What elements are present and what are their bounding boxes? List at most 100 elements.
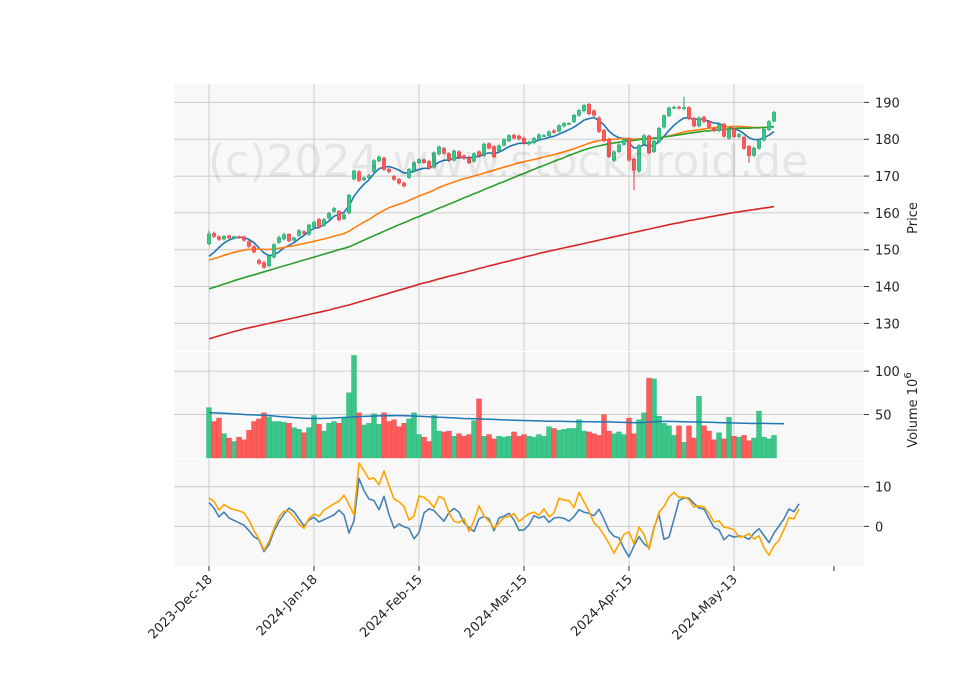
candle-body — [622, 139, 627, 145]
candle-body — [587, 104, 592, 115]
price-y-tick-label: 140 — [875, 281, 900, 296]
volume-bar — [741, 435, 747, 459]
candle-body — [412, 162, 417, 172]
candle-body — [267, 255, 272, 267]
volume-bar — [406, 418, 412, 459]
candle-body — [262, 262, 267, 268]
volume-bar — [721, 438, 727, 459]
candle-body — [507, 135, 512, 141]
volume-bar — [346, 392, 352, 459]
volume-bar — [356, 412, 362, 459]
candle-body — [572, 115, 577, 122]
candle-body — [562, 123, 567, 127]
candle-body — [307, 224, 312, 235]
volume-bar — [711, 439, 717, 459]
candle-body — [246, 241, 251, 247]
candle-body — [677, 107, 682, 109]
volume-bar — [261, 412, 267, 459]
volume-bar — [246, 429, 252, 459]
candle-body — [231, 236, 236, 239]
oscillator-line-2 — [208, 462, 800, 557]
candle-body — [282, 234, 287, 240]
candle-body — [497, 145, 502, 152]
volume-bar — [241, 439, 247, 459]
candle-body — [597, 117, 602, 132]
candle-body — [672, 107, 677, 109]
volume-bar — [516, 436, 522, 459]
x-tick-label: 2024-Mar-15 — [462, 572, 531, 641]
volume-bar — [621, 434, 627, 459]
candle-body — [642, 135, 647, 145]
candle-body — [277, 237, 282, 243]
volume-bar — [286, 423, 292, 459]
volume-bar — [676, 425, 682, 459]
volume-bar — [626, 417, 632, 459]
candle-body — [712, 127, 717, 131]
candle-body — [757, 140, 762, 149]
candle-body — [211, 233, 216, 237]
volume-bar — [336, 423, 342, 459]
candle-body — [617, 144, 622, 152]
volume-bar — [271, 421, 277, 459]
oscillator-background — [174, 459, 864, 566]
volume-y-tick-label: 100 — [875, 365, 900, 380]
volume-panel: 50 100 — [174, 352, 900, 459]
candle-body — [362, 177, 367, 180]
volume-bar — [586, 431, 592, 459]
candle-body — [236, 236, 241, 239]
candle-body — [522, 137, 527, 144]
candle-body — [602, 130, 607, 141]
volume-bar — [476, 398, 482, 459]
candle-body — [667, 107, 672, 116]
volume-bar — [771, 435, 777, 459]
candle-body — [317, 219, 322, 228]
volume-bar — [436, 430, 442, 459]
volume-bar — [751, 437, 757, 459]
watermark: (c)2024 www.stockdroid.de — [208, 136, 808, 187]
oscillator-y-tick-label: 10 — [875, 481, 892, 496]
candle-body — [682, 107, 687, 109]
candle-body — [452, 150, 457, 161]
candle-body — [552, 130, 557, 133]
candle-body — [302, 231, 307, 234]
candle-body — [742, 136, 747, 149]
volume-bar — [576, 419, 582, 459]
candle-body — [251, 246, 256, 253]
volume-bar — [636, 419, 642, 459]
price-y-tick-label: 190 — [875, 96, 900, 111]
price-y-tick-label: 130 — [875, 317, 900, 332]
volume-bar — [611, 433, 617, 459]
oscillator-panel: 0 10 — [174, 459, 892, 566]
candle-body — [472, 153, 477, 162]
volume-bar — [596, 435, 602, 459]
volume-bar — [706, 430, 712, 459]
candle-body — [702, 116, 707, 122]
candle-body — [241, 236, 246, 241]
candle-body — [377, 156, 382, 162]
volume-bar — [231, 441, 237, 459]
volume-bar — [426, 441, 432, 459]
candle-body — [447, 153, 452, 161]
volume-bar — [746, 440, 752, 459]
candle-body — [367, 175, 372, 178]
price-overlay-line-1 — [208, 116, 775, 258]
candle-body — [592, 110, 597, 116]
volume-bar — [716, 432, 722, 459]
candle-body — [607, 139, 612, 157]
volume-bar — [756, 410, 762, 459]
price-overlay-line-2 — [208, 125, 775, 261]
volume-bar — [526, 436, 532, 459]
candle-body — [352, 170, 357, 180]
candle-body — [692, 118, 697, 127]
volume-bar — [496, 436, 502, 459]
candle-body — [772, 112, 777, 122]
volume-bar — [431, 415, 437, 459]
candle-body — [727, 129, 732, 139]
volume-bar — [491, 438, 497, 459]
x-tick-label: 2024-May-13 — [670, 572, 741, 643]
price-overlay-line-3 — [208, 125, 775, 290]
volume-bar — [661, 423, 667, 459]
volume-y-tick-label: 50 — [875, 409, 892, 424]
volume-bar — [411, 412, 417, 459]
